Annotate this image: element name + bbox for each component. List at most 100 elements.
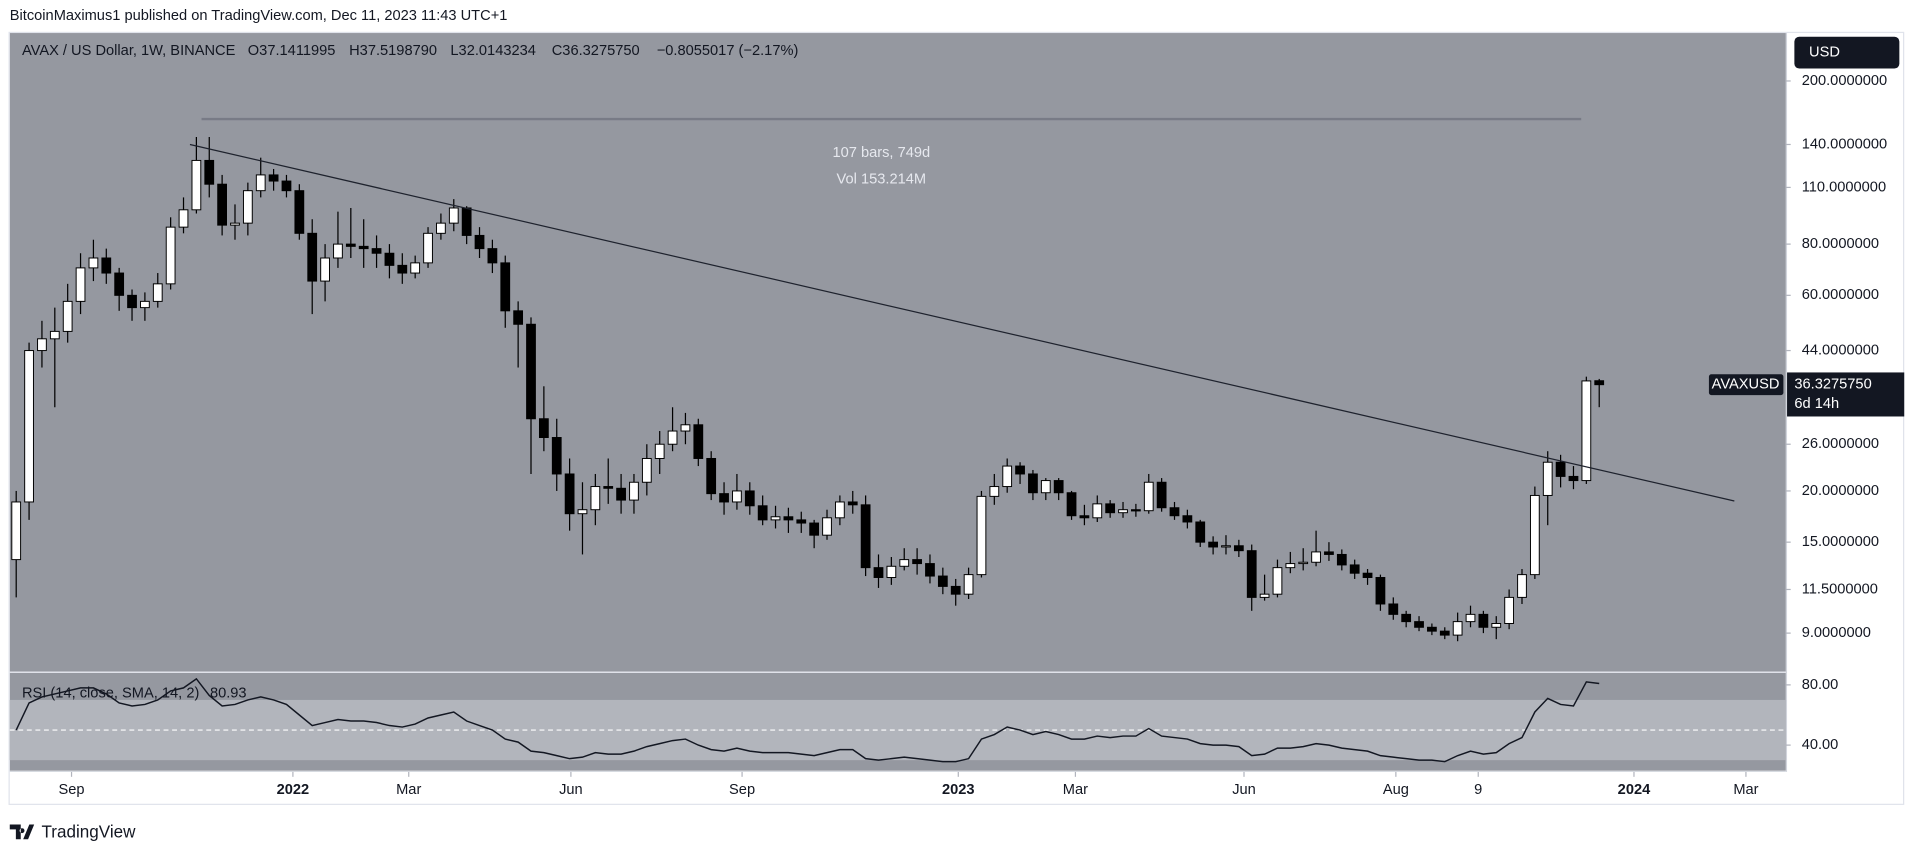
x-tick-label: Sep [59,782,85,798]
candle-body [526,323,536,420]
candle-body [1555,461,1566,477]
candle-body [345,243,356,247]
candle-body [963,574,974,595]
candle-body [242,190,253,224]
footer: TradingView [9,823,137,842]
candle-body [809,522,820,536]
candle-body [1246,550,1257,598]
candle-body [1401,613,1412,623]
candle-body [1529,494,1540,576]
candle-body [1452,621,1463,636]
candle-body [1491,623,1502,628]
candle-body [410,262,421,274]
candle-body [757,505,768,521]
y-tick-label: 110.0000000 [1802,179,1886,195]
symbol: AVAX / US Dollar, 1W, BINANCE [22,43,236,59]
candle-body [564,473,575,515]
candle-body [307,232,318,282]
candle-body [1311,551,1321,563]
candle-body [886,565,897,578]
x-tick-label: Jun [559,782,583,798]
candle-body [1092,503,1103,519]
y-tick-label: 15.0000000 [1802,534,1879,550]
candle-body [732,490,742,503]
rsi-y-tick-label: 40.00 [1802,737,1839,753]
candle-body [744,490,755,507]
ohlc-close: C36.3275750 [552,43,640,59]
candle-body [976,495,987,576]
candle-body [989,486,1000,497]
candle-body [1131,509,1141,512]
price-layer [11,117,1735,642]
brand: TradingView [42,823,137,842]
candle-body [1182,515,1193,523]
rsi-y-tick-label: 80.00 [1802,677,1839,693]
candle-body [1362,572,1373,578]
x-tick-label: Sep [729,782,755,798]
candle-body [1581,380,1592,482]
currency[interactable]: USD [1809,44,1840,60]
y-tick-label: 60.0000000 [1802,287,1879,303]
y-tick-label: 9.0000000 [1802,625,1871,641]
candle-body [925,563,935,577]
candle-body [1156,481,1167,509]
candle-body [1427,626,1437,632]
x-tick-label: Mar [1733,782,1758,798]
candle-body [1568,475,1579,482]
trendline [189,143,1735,502]
ohlc-low: L32.0143234 [450,43,535,59]
ohlc-change: −0.8055017 (−2.17%) [657,43,799,59]
symbol-tag-box [1708,374,1784,396]
axis-layer: 200.0000000 140.0000000 110.0000000 80.0000… [59,73,1888,798]
candle-body [1298,561,1309,565]
candle-body [641,457,652,483]
candle-body [1053,480,1064,494]
price-tag: AVAXUSD 36.3275750 6d 14h [1708,372,1905,417]
candle-body [680,424,691,432]
rsi-title: RSI (14, close, SMA, 14, 2) [22,686,199,702]
x-tick-label: 2022 [277,782,310,798]
candle-body [513,310,524,325]
rsi-line [15,677,1600,763]
x-tick-label: Mar [1063,782,1088,798]
price-tag-value: 36.3275750 [1794,377,1871,393]
candle-body [1517,574,1527,598]
candle-body [140,300,150,309]
measure-bars: 107 bars, 749d [832,145,930,161]
candle-body [796,519,807,524]
candle-body [1195,521,1206,543]
candle-body [706,457,717,495]
candle-body [899,559,910,567]
x-tick-label: 2024 [1618,782,1651,798]
candle-body [230,222,240,226]
candle-body [384,252,395,266]
candle-body [1465,613,1476,623]
y-tick-label: 26.0000000 [1802,436,1879,452]
candle-body [1002,465,1013,488]
candle-body [1336,553,1347,566]
candle-body [62,300,73,332]
candle-body [1169,507,1180,517]
x-tick-label: Jun [1232,782,1256,798]
candle-body [847,501,858,506]
x-tick-label: 9 [1474,782,1482,798]
candle-body [49,330,60,340]
candle-body [1375,577,1386,605]
y-tick-label: 11.5000000 [1802,581,1878,597]
candle-body [281,180,292,192]
candle-body [358,245,369,250]
candle-body [423,232,433,264]
candle-body [1414,621,1424,628]
candle-body [461,207,472,236]
x-tick-label: Mar [396,782,421,798]
candle-body [204,159,215,185]
price-pane [9,33,1786,672]
candle-body [1272,567,1283,595]
candle-body [217,183,228,226]
y-tick-label: 20.0000000 [1802,483,1879,499]
candle-body [1143,481,1154,512]
symbol-tag: AVAXUSD [1712,377,1780,393]
x-tick-label: 2023 [942,782,975,798]
currency-button[interactable] [1794,36,1900,69]
